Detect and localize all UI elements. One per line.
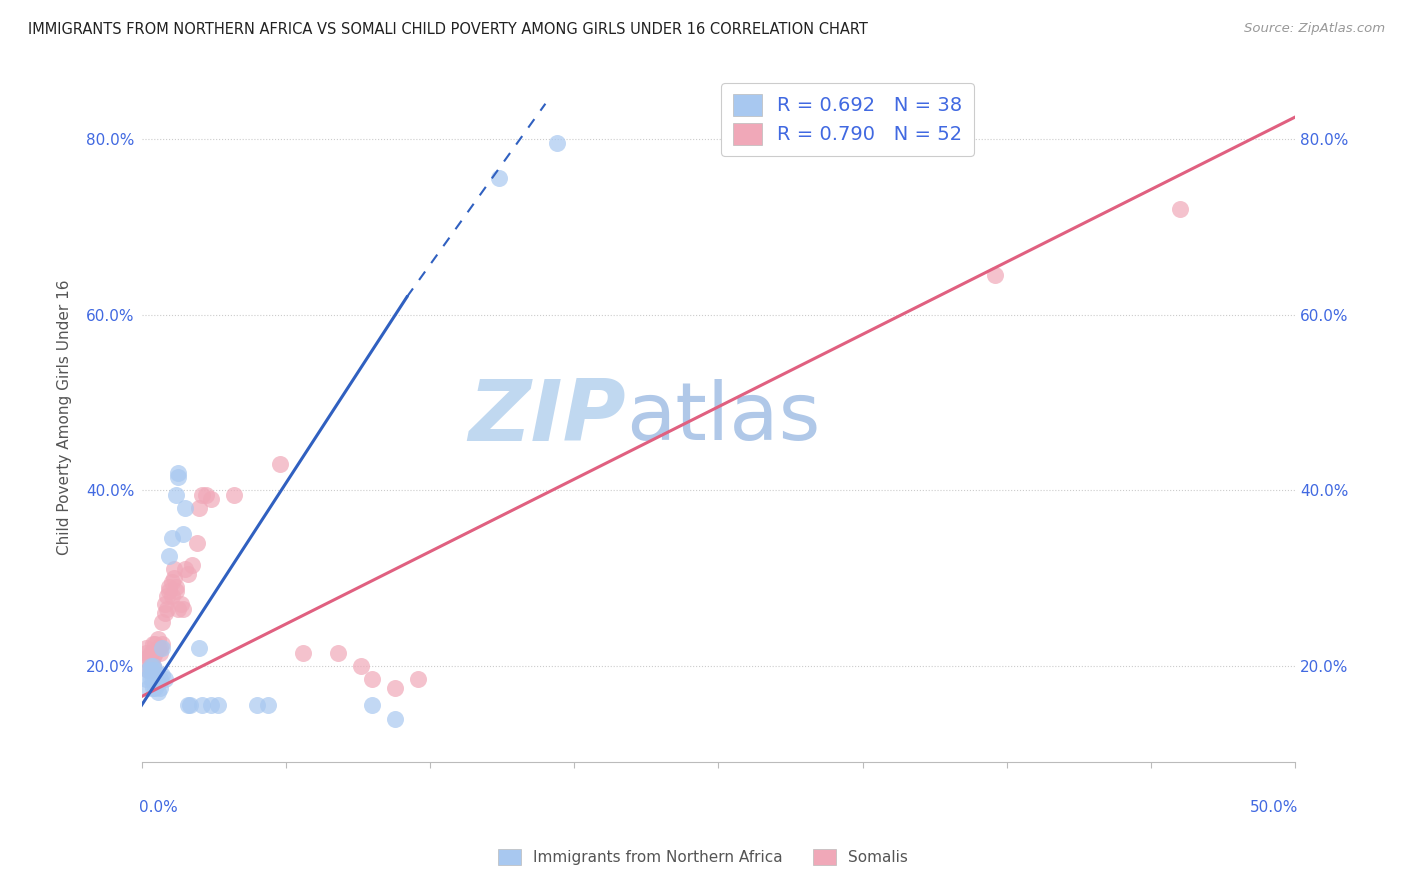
Point <box>143 663 166 677</box>
Point <box>160 589 183 603</box>
Point <box>163 571 186 585</box>
Point <box>142 672 165 686</box>
Point <box>146 641 169 656</box>
Point <box>190 487 212 501</box>
Point <box>174 500 197 515</box>
Point <box>172 601 194 615</box>
Text: atlas: atlas <box>626 379 821 457</box>
Point <box>138 663 160 677</box>
Point <box>139 663 162 677</box>
Point <box>167 466 190 480</box>
Point <box>488 171 510 186</box>
Point <box>139 646 162 660</box>
Point <box>150 641 173 656</box>
Point <box>138 650 160 665</box>
Point <box>384 711 406 725</box>
Point <box>146 685 169 699</box>
Legend: Immigrants from Northern Africa, Somalis: Immigrants from Northern Africa, Somalis <box>492 843 914 871</box>
Point <box>207 698 229 713</box>
Point <box>170 597 193 611</box>
Point <box>200 491 222 506</box>
Point <box>146 632 169 647</box>
Point <box>149 646 172 660</box>
Point <box>142 681 165 695</box>
Point <box>172 527 194 541</box>
Point <box>188 641 211 656</box>
Point <box>156 601 179 615</box>
Point <box>143 672 166 686</box>
Point <box>157 549 180 563</box>
Text: Source: ZipAtlas.com: Source: ZipAtlas.com <box>1244 22 1385 36</box>
Point <box>138 681 160 695</box>
Point <box>157 584 180 599</box>
Point <box>546 136 568 151</box>
Point <box>200 698 222 713</box>
Point <box>292 646 315 660</box>
Point <box>150 637 173 651</box>
Point <box>257 698 280 713</box>
Point <box>350 658 373 673</box>
Point <box>149 672 172 686</box>
Point <box>150 615 173 629</box>
Point <box>146 676 169 690</box>
Point <box>361 672 384 686</box>
Point <box>222 487 245 501</box>
Point <box>186 536 208 550</box>
Point <box>138 663 160 677</box>
Point <box>160 532 183 546</box>
Point <box>1168 202 1191 216</box>
Text: 50.0%: 50.0% <box>1250 800 1298 814</box>
Point <box>165 580 187 594</box>
Text: IMMIGRANTS FROM NORTHERN AFRICA VS SOMALI CHILD POVERTY AMONG GIRLS UNDER 16 COR: IMMIGRANTS FROM NORTHERN AFRICA VS SOMAL… <box>28 22 868 37</box>
Point <box>181 558 204 572</box>
Text: ZIP: ZIP <box>468 376 626 459</box>
Point <box>150 667 173 681</box>
Point <box>149 641 172 656</box>
Point <box>139 658 162 673</box>
Point <box>135 646 157 660</box>
Point <box>138 654 160 668</box>
Point <box>143 681 166 695</box>
Y-axis label: Child Poverty Among Girls Under 16: Child Poverty Among Girls Under 16 <box>58 280 72 556</box>
Point <box>195 487 218 501</box>
Point <box>135 672 157 686</box>
Point <box>326 646 349 660</box>
Point <box>246 698 269 713</box>
Point <box>188 500 211 515</box>
Point <box>143 637 166 651</box>
Point <box>153 597 176 611</box>
Point <box>384 681 406 695</box>
Point <box>179 698 201 713</box>
Point <box>984 268 1007 282</box>
Point <box>167 470 190 484</box>
Point <box>165 584 187 599</box>
Point <box>269 457 291 471</box>
Point <box>139 672 162 686</box>
Point <box>190 698 212 713</box>
Point <box>143 646 166 660</box>
Point <box>361 698 384 713</box>
Point <box>139 663 162 677</box>
Point <box>165 487 187 501</box>
Point <box>156 589 179 603</box>
Point <box>153 672 176 686</box>
Point <box>163 562 186 576</box>
Point <box>153 606 176 620</box>
Point <box>157 580 180 594</box>
Point <box>174 562 197 576</box>
Point <box>142 658 165 673</box>
Point <box>142 650 165 665</box>
Point <box>408 672 430 686</box>
Point <box>160 575 183 590</box>
Point <box>176 698 198 713</box>
Point <box>142 658 165 673</box>
Point <box>176 566 198 581</box>
Text: 0.0%: 0.0% <box>139 800 179 814</box>
Point <box>149 681 172 695</box>
Legend: R = 0.692   N = 38, R = 0.790   N = 52: R = 0.692 N = 38, R = 0.790 N = 52 <box>721 83 974 156</box>
Point <box>135 641 157 656</box>
Point <box>167 601 190 615</box>
Point <box>139 654 162 668</box>
Point <box>142 637 165 651</box>
